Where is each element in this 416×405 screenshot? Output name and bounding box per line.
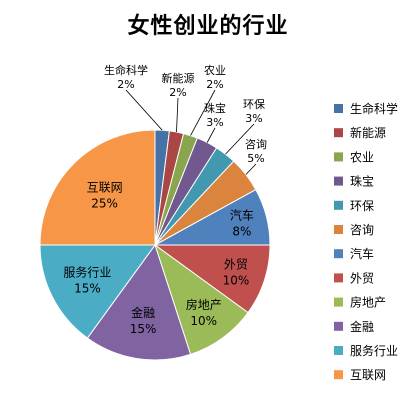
legend-label: 房地产 (350, 295, 386, 310)
slice-label-category: 外贸 (224, 257, 248, 271)
slice-label-category: 生命科学 (104, 63, 148, 77)
leader-line (206, 127, 216, 143)
legend-label: 汽车 (350, 246, 374, 261)
slice-label-category: 互联网 (87, 181, 123, 195)
leader-line (225, 123, 255, 155)
legend-swatch (334, 152, 343, 162)
slice-label-category: 房地产 (186, 297, 222, 312)
legend-swatch (334, 200, 343, 210)
legend-label: 农业 (350, 150, 374, 164)
legend-swatch (334, 273, 343, 283)
legend-swatch (334, 297, 343, 307)
slice-label-value: 8% (232, 225, 251, 239)
leader-lines (125, 89, 257, 175)
slice-label-value: 15% (130, 322, 157, 336)
slice-label-category: 珠宝 (204, 101, 226, 115)
legend-label: 生命科学 (350, 101, 398, 116)
slice-label-category: 金融 (131, 305, 155, 320)
chart-title: 女性创业的行业 (127, 13, 289, 39)
leader-line (190, 89, 216, 136)
legend-swatch (334, 225, 343, 234)
slice-label-value: 2% (206, 78, 223, 91)
slice-label-value: 3% (206, 116, 223, 129)
pie-slice-8 (153, 244, 271, 314)
legend-swatch (334, 321, 343, 331)
legend-swatch (334, 249, 343, 259)
legend-label: 珠宝 (350, 175, 374, 189)
slice-label-category: 新能源 (162, 71, 195, 85)
leader-line (245, 163, 257, 175)
leader-line (176, 97, 179, 133)
legend-label: 金融 (350, 319, 374, 334)
slice-label-value: 15% (74, 282, 101, 296)
legend-label: 新能源 (350, 125, 386, 140)
pie-slice-11 (39, 244, 156, 339)
pie-slice-9 (154, 243, 249, 356)
slice-label-category: 环保 (243, 97, 265, 111)
legend-swatch (334, 346, 343, 355)
slice-label-value: 3% (245, 112, 262, 125)
legend-label: 咨询 (350, 222, 374, 237)
slice-label-value: 25% (91, 197, 118, 211)
legend-swatch (334, 104, 343, 113)
legend-swatch (334, 176, 343, 186)
slice-label-category: 农业 (204, 63, 226, 77)
pie-slices (39, 129, 271, 361)
slice-label-category: 服务行业 (63, 265, 111, 280)
slice-label-value: 10% (223, 273, 250, 287)
leader-line (125, 89, 163, 131)
slice-label-value: 10% (190, 314, 217, 328)
legend-label: 互联网 (350, 368, 386, 382)
slice-label-category: 汽车 (230, 208, 254, 223)
slice-label-value: 5% (247, 152, 264, 165)
legend-label: 服务行业 (350, 343, 398, 358)
legend-swatch (334, 370, 343, 380)
legend-label: 外贸 (350, 271, 374, 285)
legend-swatch (334, 128, 343, 138)
slice-label-value: 2% (117, 78, 134, 91)
pie-slice-10 (86, 243, 192, 361)
legend-label: 环保 (350, 199, 374, 213)
slice-label-value: 2% (169, 86, 186, 99)
slice-label-category: 咨询 (245, 137, 267, 151)
pie-slice-12 (39, 129, 156, 246)
